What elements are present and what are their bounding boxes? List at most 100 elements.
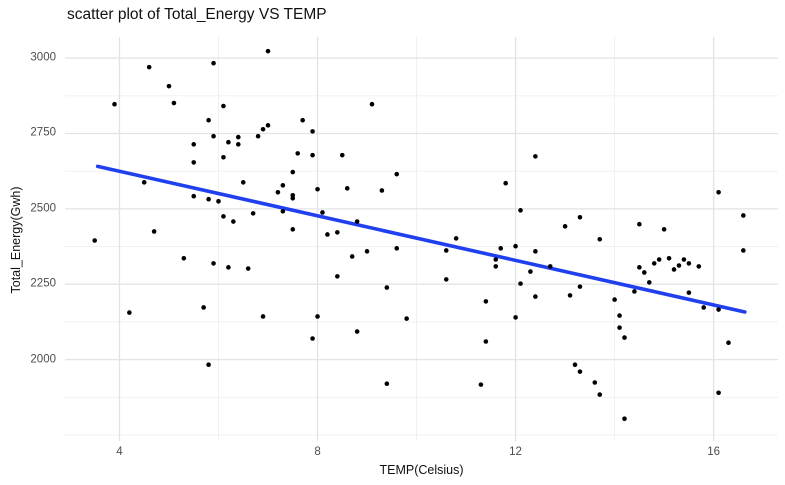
data-point [661, 227, 667, 232]
data-point [577, 214, 583, 220]
data-point [171, 100, 177, 106]
data-point [290, 195, 296, 201]
data-point [211, 261, 216, 266]
data-point [300, 117, 305, 123]
data-point [245, 266, 251, 271]
data-point [498, 246, 504, 251]
data-point [226, 265, 231, 270]
data-point [206, 196, 211, 202]
data-point [681, 257, 687, 262]
data-point [315, 314, 320, 319]
data-point [642, 270, 647, 275]
x-tick-label: 4 [116, 446, 123, 458]
data-point [221, 214, 226, 219]
data-point [191, 193, 197, 199]
data-point [533, 294, 538, 299]
data-point [206, 362, 211, 368]
x-tick-label: 8 [314, 446, 321, 458]
data-point [384, 285, 390, 290]
data-point [280, 183, 286, 188]
data-point [335, 274, 340, 279]
data-point [255, 133, 261, 139]
data-point [275, 189, 281, 195]
data-point [265, 123, 271, 128]
data-point [235, 142, 241, 147]
data-point [394, 246, 400, 251]
data-point [716, 307, 721, 312]
data-point [290, 169, 296, 175]
data-point [92, 238, 98, 243]
data-point [453, 236, 459, 241]
data-point [676, 263, 682, 268]
data-point [533, 154, 538, 159]
data-point [716, 189, 721, 195]
data-point [240, 180, 246, 185]
data-point [325, 232, 330, 237]
data-point [528, 269, 533, 274]
x-axis-title: TEMP(Celsius) [0, 463, 785, 477]
data-point [503, 180, 508, 186]
data-point [379, 188, 385, 193]
data-point [646, 280, 652, 285]
data-point [290, 227, 296, 232]
data-point [404, 316, 409, 321]
data-point [335, 230, 340, 235]
data-point [741, 213, 746, 218]
data-point [369, 101, 375, 107]
y-tick-label: 2250 [30, 277, 56, 290]
data-point [577, 284, 583, 289]
data-point [686, 261, 692, 266]
data-point [181, 255, 187, 261]
data-point [637, 221, 642, 227]
data-point [493, 264, 499, 269]
data-point [617, 313, 622, 318]
data-point [344, 186, 350, 191]
y-tick-label: 2750 [30, 126, 56, 139]
data-point [280, 208, 286, 214]
data-point [216, 199, 221, 204]
data-point [726, 340, 731, 346]
data-point [315, 186, 320, 192]
regression-line [95, 164, 747, 314]
x-axis-title-text: TEMP(Celsius) [379, 463, 464, 477]
data-point [364, 249, 370, 254]
data-point [112, 101, 117, 107]
data-point [696, 264, 702, 269]
data-point [597, 237, 603, 242]
data-point [656, 257, 662, 262]
data-point [637, 265, 642, 270]
data-point [478, 382, 484, 387]
data-point [201, 305, 206, 310]
data-point [617, 325, 622, 330]
y-tick-label: 2500 [30, 202, 56, 215]
data-point [384, 381, 390, 387]
data-point [349, 254, 355, 259]
data-point [483, 339, 489, 344]
data-point [597, 392, 603, 397]
data-point [260, 126, 266, 132]
data-point [211, 60, 216, 66]
data-point [533, 249, 538, 254]
data-point [622, 335, 627, 340]
y-tick-label: 2000 [30, 353, 56, 366]
data-point [141, 180, 147, 185]
data-point [493, 257, 499, 262]
data-point [567, 293, 573, 298]
data-point [265, 48, 271, 54]
data-point [572, 362, 578, 368]
data-point [260, 314, 266, 319]
data-point [666, 255, 672, 261]
data-point [443, 277, 449, 282]
data-point [612, 297, 617, 302]
data-point [701, 305, 707, 310]
data-point [310, 336, 315, 341]
data-point [513, 243, 518, 249]
data-point [295, 151, 301, 156]
data-point [394, 171, 400, 177]
data-point [354, 219, 360, 224]
data-point [716, 390, 721, 396]
data-point [592, 380, 598, 385]
data-point [622, 416, 627, 421]
data-point [518, 208, 523, 213]
